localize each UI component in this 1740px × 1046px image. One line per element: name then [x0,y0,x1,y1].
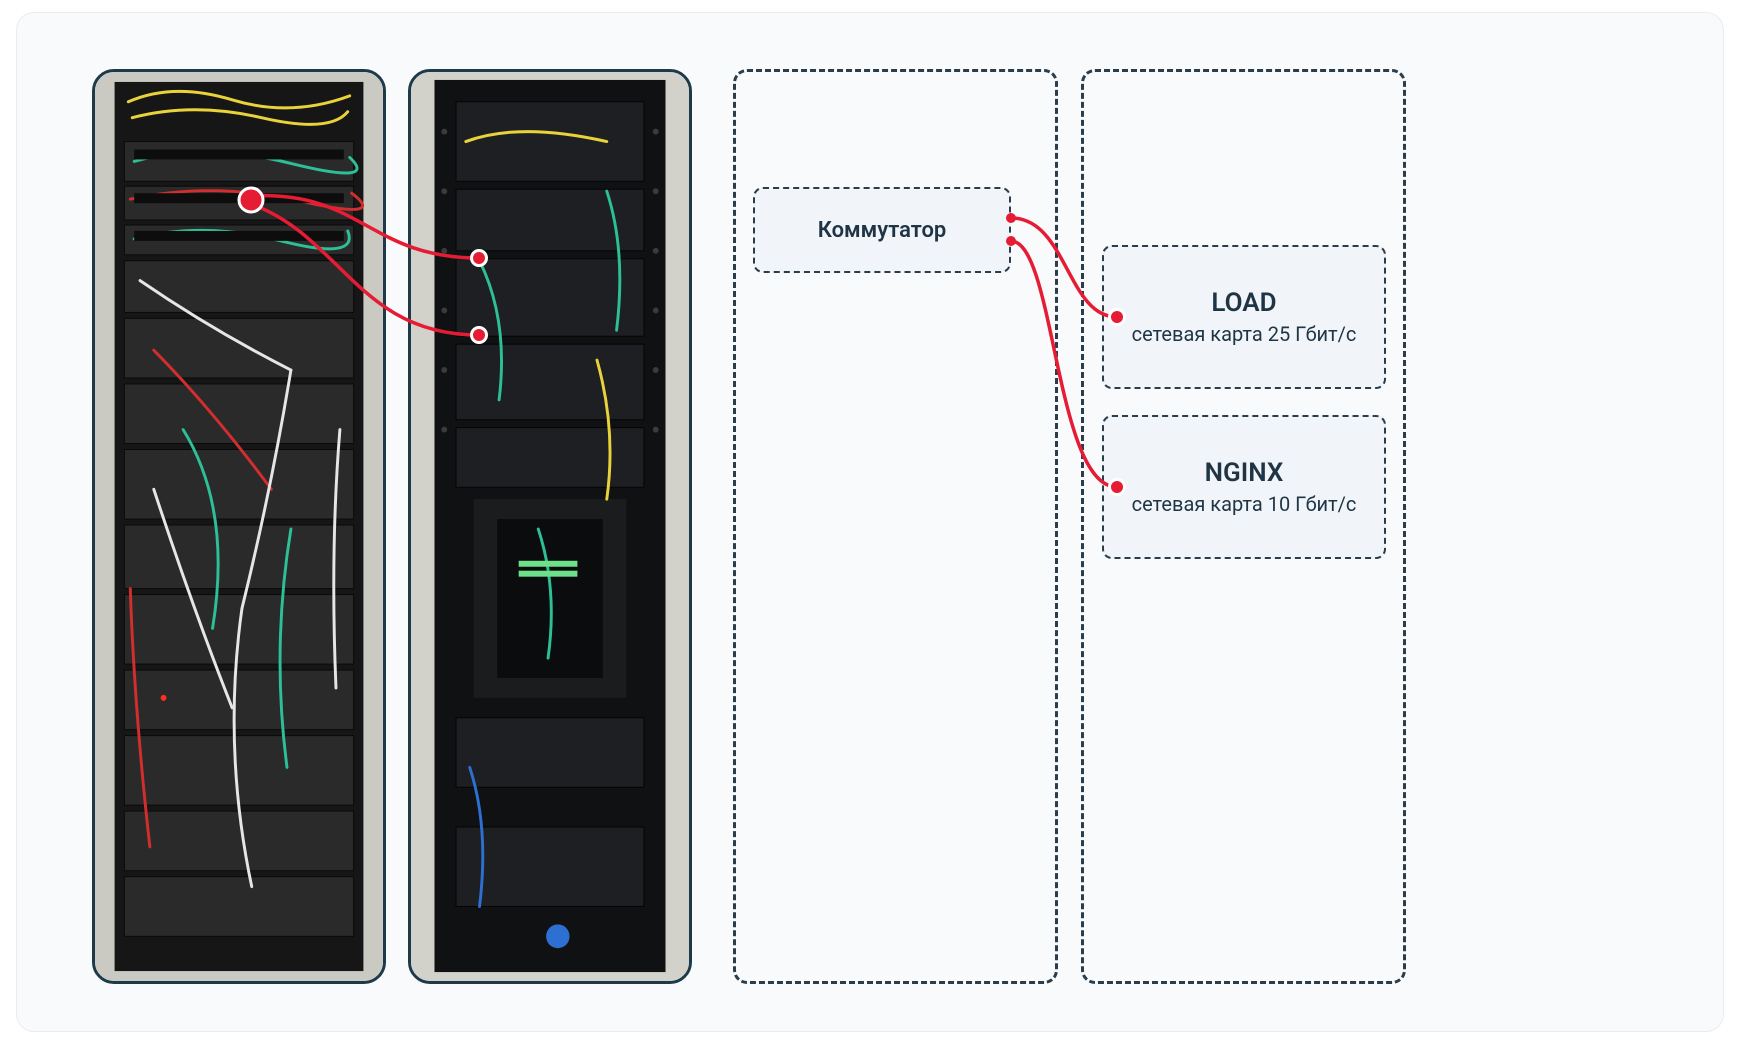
rack-photo-right-svg [411,72,689,981]
nginx-title: NGINX [1205,458,1284,488]
rack-photo-left-svg [95,72,383,981]
load-box: LOAD сетевая карта 25 Гбит/с [1102,245,1386,389]
nginx-box: NGINX сетевая карта 10 Гбит/с [1102,415,1386,559]
load-title: LOAD [1211,288,1276,318]
switch-title: Коммутатор [818,218,947,243]
switch-box: Коммутатор [753,187,1011,273]
diagram-canvas: Коммутатор LOAD сетевая карта 25 Гбит/с … [16,12,1724,1032]
nginx-subtitle: сетевая карта 10 Гбит/с [1132,492,1357,516]
rack-photo-left [92,69,386,984]
rack-photo-right [408,69,692,984]
load-subtitle: сетевая карта 25 Гбит/с [1132,322,1357,346]
